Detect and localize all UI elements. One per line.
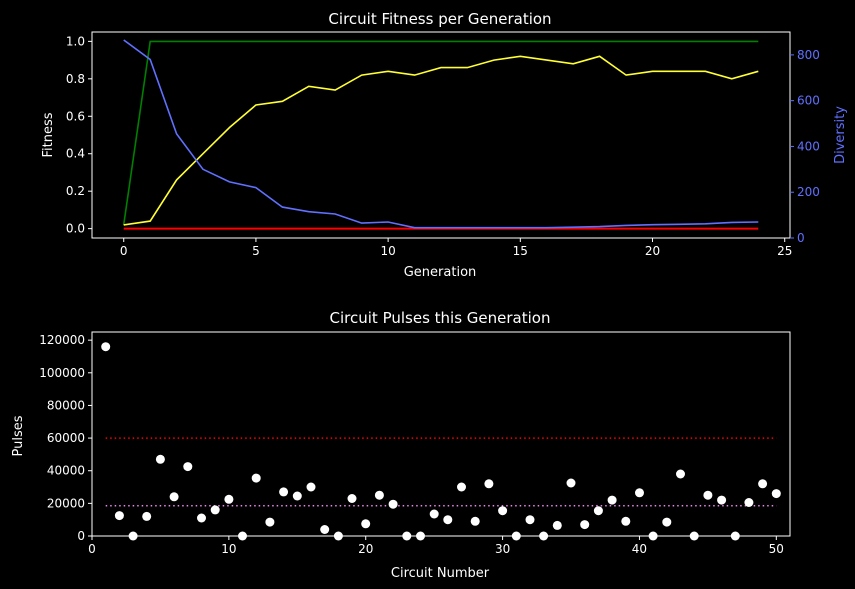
pulses-point [183, 462, 193, 472]
pulses-y-tick-label: 0 [77, 529, 85, 543]
pulses-y-ticks: 0 20000 40000 60000 80000 100000 120000 [39, 333, 92, 543]
pulses-point [429, 509, 439, 519]
pulses-point [320, 525, 330, 534]
pulses-y-tick-label: 20000 [47, 496, 85, 510]
pulses-point [169, 492, 179, 502]
pulses-point [292, 491, 302, 501]
fitness-y-tick-label: 0.4 [66, 147, 85, 161]
pulses-point [593, 506, 603, 516]
pulses-x-tick-label: 40 [632, 542, 647, 556]
pulses-y-tick-label: 40000 [47, 464, 85, 478]
pulses-point [580, 520, 590, 530]
fitness-series-line-3 [123, 39, 759, 229]
fitness-y-ticks: 0.0 0.2 0.4 0.6 0.8 1.0 [66, 34, 92, 236]
pulses-points [101, 342, 781, 541]
fitness-x-tick-label: 15 [513, 244, 528, 258]
pulses-point [361, 519, 371, 529]
diversity-y-tick-label: 0 [797, 231, 805, 245]
pulses-point [662, 517, 672, 527]
pulses-point [347, 494, 357, 503]
pulses-point [251, 473, 261, 483]
pulses-point [607, 495, 617, 505]
fitness-y-tick-label: 1.0 [66, 34, 85, 48]
pulses-y-tick-label: 60000 [47, 431, 85, 445]
pulses-point [566, 478, 576, 488]
pulses-point [210, 505, 220, 515]
pulses-y-tick-label: 100000 [39, 366, 85, 380]
diversity-y-tick-label: 600 [797, 94, 820, 108]
fitness-y-label: Fitness [41, 112, 56, 157]
pulses-y-tick-label: 120000 [39, 333, 85, 347]
fitness-y-tick-label: 0.0 [66, 222, 85, 236]
pulses-y-label: Pulses [11, 415, 26, 456]
pulses-point [374, 490, 384, 500]
pulses-point [265, 517, 275, 527]
pulses-x-tick-label: 0 [88, 542, 96, 556]
fitness-chart-title: Circuit Fitness per Generation [328, 10, 551, 28]
pulses-point [224, 494, 234, 504]
diversity-y-tick-label: 800 [797, 48, 820, 62]
pulses-point [744, 498, 754, 507]
pulses-x-tick-label: 30 [495, 542, 510, 556]
pulses-plot-frame [91, 331, 791, 537]
pulses-x-ticks: 0 10 20 30 40 50 [88, 536, 784, 556]
pulses-point [758, 479, 768, 489]
pulses-point [279, 487, 289, 497]
pulses-chart-title: Circuit Pulses this Generation [330, 309, 551, 327]
diversity-y-label: Diversity [833, 106, 848, 164]
pulses-y-tick-label: 80000 [47, 398, 85, 412]
pulses-point [771, 489, 781, 499]
pulses-point [155, 454, 165, 464]
pulses-point [306, 482, 316, 492]
pulses-point [498, 506, 508, 516]
pulses-point [443, 515, 453, 525]
pulses-point [484, 479, 494, 489]
pulses-point [635, 488, 644, 498]
diversity-y-ticks: 0 200 400 600 800 [790, 48, 820, 245]
fitness-plot-frame [91, 31, 791, 239]
pulses-point [114, 511, 124, 521]
pulses-x-tick-label: 50 [769, 542, 784, 556]
fitness-x-tick-label: 20 [645, 244, 660, 258]
diversity-y-tick-label: 400 [797, 139, 820, 153]
pulses-point [717, 495, 727, 505]
pulses-point [470, 516, 480, 526]
fitness-y-tick-label: 0.6 [66, 109, 85, 123]
pulses-x-tick-label: 10 [221, 542, 236, 556]
fitness-x-tick-label: 0 [120, 244, 128, 258]
fitness-x-label: Generation [404, 265, 477, 280]
fitness-series-line-1 [123, 55, 759, 226]
pulses-point [621, 516, 631, 526]
fitness-y-tick-label: 0.8 [66, 72, 85, 86]
fitness-x-ticks: 0 5 10 15 20 25 [120, 238, 792, 258]
pulses-point [142, 511, 152, 521]
fitness-chart: Circuit Fitness per Generation 0 5 10 15 20 2… [41, 10, 848, 280]
pulses-point [388, 499, 398, 509]
fitness-x-tick-label: 5 [252, 244, 260, 258]
diversity-y-tick-label: 200 [797, 185, 820, 199]
pulses-x-label: Circuit Number [391, 566, 490, 581]
fitness-series-group [122, 39, 759, 230]
fitness-y-tick-label: 0.2 [66, 184, 85, 198]
pulses-point [525, 515, 535, 525]
pulses-point [703, 490, 713, 500]
fitness-x-tick-label: 10 [380, 244, 395, 258]
pulses-point [197, 513, 206, 523]
fitness-x-tick-label: 25 [777, 244, 792, 258]
pulses-chart: Circuit Pulses this Generation 0 10 20 30 40… [11, 309, 791, 581]
pulses-point [552, 520, 562, 530]
pulses-x-tick-label: 20 [358, 542, 373, 556]
pulses-point [457, 482, 466, 492]
fitness-series-line-0 [122, 40, 759, 226]
pulses-reference-lines [105, 437, 777, 507]
pulses-point [101, 342, 111, 352]
pulses-point [676, 469, 685, 479]
